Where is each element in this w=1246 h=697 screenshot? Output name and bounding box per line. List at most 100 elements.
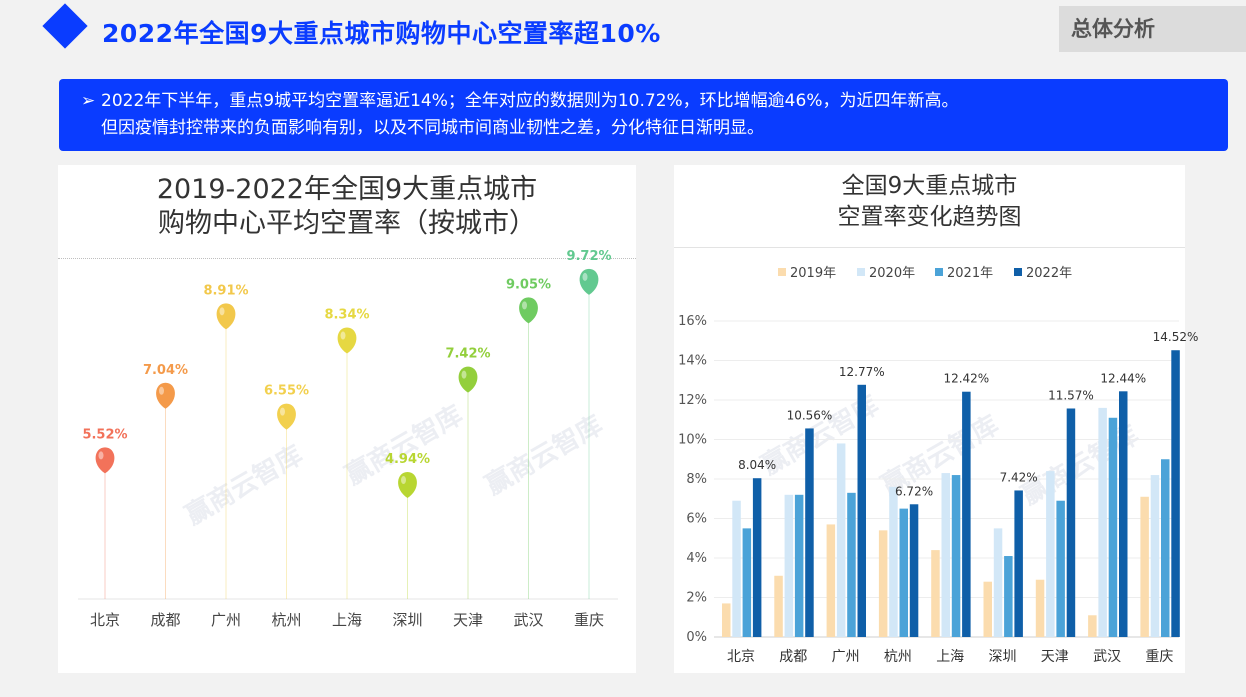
balloon-marker [398, 472, 417, 499]
bar [1108, 417, 1118, 637]
summary-text-2: 但因疫情封控带来的负面影响有别，以及不同城市间商业韧性之差，分化特征日渐明显。 [101, 118, 764, 138]
balloon-value-label: 8.91% [203, 283, 248, 298]
bar [951, 475, 961, 637]
balloon-highlight [340, 331, 346, 340]
balloon-highlight [159, 386, 164, 395]
legend-label: 2021年 [947, 266, 993, 281]
legend-swatch [1014, 268, 1022, 276]
bar [993, 528, 1003, 637]
balloon-marker [519, 297, 538, 324]
bar [1004, 556, 1013, 637]
diamond-bullet-icon [42, 3, 88, 49]
category-label: 天津 [1041, 649, 1069, 665]
category-label: 北京 [727, 649, 755, 665]
category-label: 重庆 [1145, 649, 1173, 665]
balloon-chart-panel: 2019-2022年全国9大重点城市 购物中心平均空置率（按城市） 赢商云智库 … [58, 165, 636, 673]
bar [722, 603, 731, 637]
bar [1046, 471, 1055, 637]
bar-chart: 2019年 2020年 2021年 2022年 0% 2% 4% 6% 8% 10% 12% 14% 1… [678, 266, 1198, 665]
bar [931, 550, 940, 637]
category-label: 天津 [453, 611, 483, 629]
balloon-highlight [98, 451, 104, 460]
category-label: 广州 [832, 649, 860, 665]
summary-text-1: 2022年下半年，重点9城平均空置率逼近14%；全年对应的数据则为10.72%，… [101, 91, 959, 111]
balloon-chart-title-line1: 2019-2022年全国9大重点城市 [156, 174, 538, 205]
category-label: 杭州 [884, 649, 912, 665]
category-label: 成都 [779, 649, 807, 665]
bar [878, 530, 888, 637]
balloon-marker [337, 327, 357, 354]
legend-swatch [778, 268, 786, 276]
title-divider [674, 247, 1185, 248]
category-label: 上海 [332, 611, 362, 629]
y-tick-label: 6% [686, 512, 707, 527]
bar-data-label: 12.42% [943, 372, 989, 386]
balloon-value-label: 9.72% [566, 249, 611, 264]
category-label: 上海 [936, 649, 964, 665]
bar-data-label: 7.42% [1000, 470, 1038, 484]
summary-line-2: 但因疫情封控带来的负面影响有别，以及不同城市间商业韧性之差，分化特征日渐明显。 [81, 115, 1208, 142]
bar [836, 443, 846, 637]
summary-line-1: ➢ 2022年下半年，重点9城平均空置率逼近14%；全年对应的数据则为10.72%… [81, 88, 1208, 115]
balloon-value-label: 8.34% [324, 308, 369, 323]
balloon-highlight [219, 307, 225, 316]
bar [941, 473, 950, 637]
bar [889, 486, 898, 637]
bar [805, 428, 814, 637]
y-tick-label: 16% [678, 314, 707, 329]
balloon-highlight [401, 476, 406, 485]
legend-label: 2022年 [1026, 266, 1072, 281]
balloon-highlight [522, 301, 527, 310]
category-label: 北京 [90, 611, 120, 629]
bar [732, 500, 741, 637]
balloon-value-label: 6.55% [264, 384, 309, 399]
legend-swatch [935, 268, 943, 276]
bar-data-label: 12.77% [839, 365, 885, 379]
balloon-chart-title: 2019-2022年全国9大重点城市 购物中心平均空置率（按城市） [58, 173, 636, 241]
bar [983, 581, 992, 637]
y-tick-label: 0% [686, 630, 707, 645]
category-label: 深圳 [989, 649, 1017, 665]
bar [1088, 615, 1097, 637]
bar-chart-title-line1: 全国9大重点城市 [841, 173, 1018, 199]
bar [857, 384, 866, 637]
y-tick-label: 8% [686, 472, 707, 487]
balloon-value-label: 9.05% [506, 277, 551, 292]
bar [1150, 475, 1160, 637]
balloon-highlight [461, 370, 467, 379]
balloon-marker [95, 447, 115, 474]
bar-data-label: 6.72% [895, 484, 933, 498]
bar [909, 504, 919, 637]
balloon-chart: 5.52% 北京 7.04% 成都 8.91% 广州 6.55% 杭州 8.34% 上海 4.94%… [78, 249, 618, 629]
balloon-highlight [280, 407, 285, 416]
bar [1098, 407, 1107, 637]
y-tick-label: 4% [686, 551, 707, 566]
bar [1161, 459, 1170, 637]
bar-chart-panel: 全国9大重点城市 空置率变化趋势图 赢商云智库 赢商云智库 赢商云智库 2019… [674, 165, 1198, 673]
summary-box: ➢ 2022年下半年，重点9城平均空置率逼近14%；全年对应的数据则为10.72%… [59, 79, 1228, 151]
category-label: 成都 [150, 611, 180, 629]
bar [742, 528, 752, 637]
title-divider [58, 258, 636, 259]
bar-data-label: 11.57% [1048, 388, 1094, 402]
legend-swatch [857, 268, 865, 276]
page-title: 2022年全国9大重点城市购物中心空置率超10% [102, 19, 661, 48]
bar [1066, 408, 1076, 637]
bar-data-label: 12.44% [1100, 371, 1146, 385]
balloon-value-label: 7.04% [143, 363, 188, 378]
y-tick-label: 2% [686, 591, 707, 606]
y-tick-label: 14% [678, 354, 707, 369]
balloon-marker [216, 303, 236, 330]
category-label: 杭州 [271, 611, 301, 629]
bar-data-label: 10.56% [787, 408, 833, 422]
bar [847, 492, 856, 637]
legend-label: 2020年 [869, 266, 915, 281]
balloon-value-label: 4.94% [385, 452, 430, 467]
bar [962, 391, 971, 637]
balloon-chart-title-line2: 购物中心平均空置率（按城市） [158, 208, 536, 239]
bar [1056, 500, 1065, 637]
category-label: 深圳 [392, 611, 422, 629]
category-label: 重庆 [574, 611, 604, 629]
bar [794, 494, 804, 637]
bar [1035, 579, 1045, 637]
